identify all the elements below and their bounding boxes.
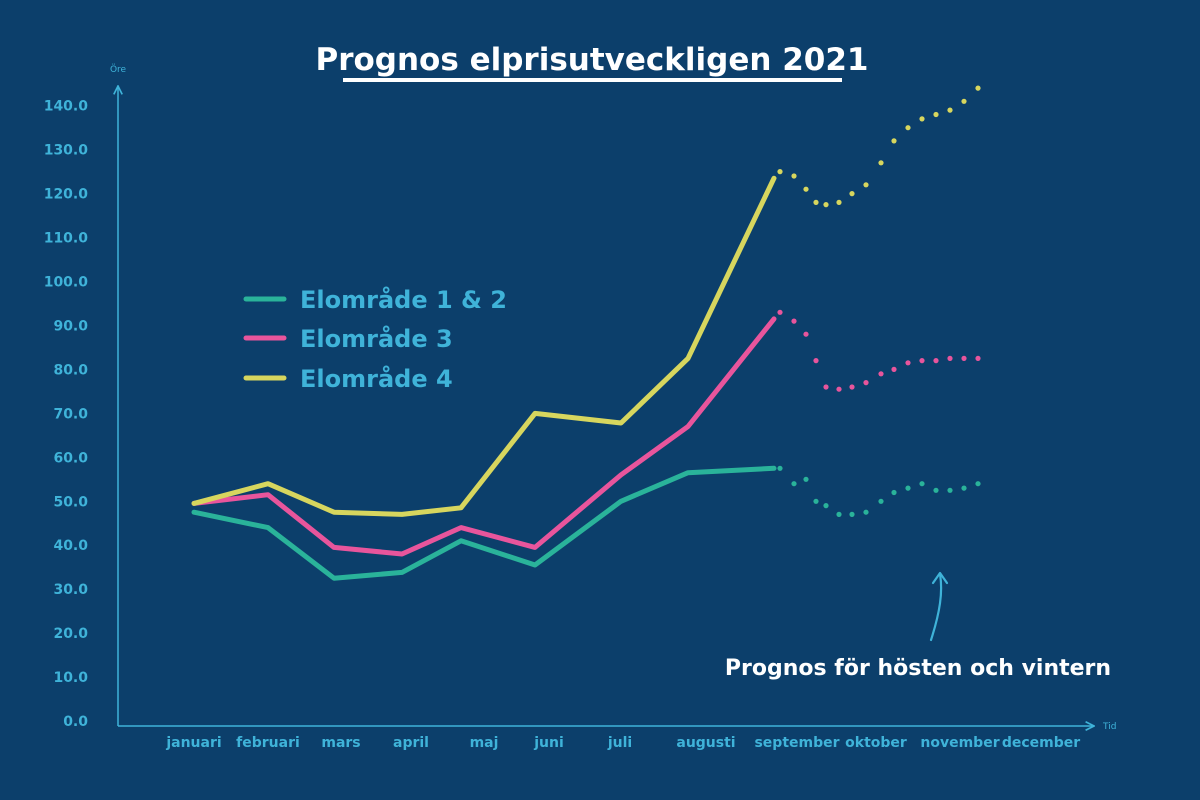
- forecast-point-1: [975, 481, 981, 487]
- legend-label-2: Elområde 3: [300, 324, 453, 353]
- forecast-point-1: [878, 498, 884, 504]
- forecast-point-2: [919, 358, 925, 364]
- x-tick-label: januari: [165, 735, 221, 751]
- forecast-dots: [777, 85, 981, 517]
- forecast-point-1: [823, 503, 829, 509]
- forecast-point-2: [791, 318, 797, 324]
- forecast-point-2: [905, 360, 911, 366]
- y-tick-label: 60.0: [53, 450, 88, 466]
- forecast-point-2: [933, 358, 939, 364]
- forecast-point-2: [836, 386, 842, 392]
- y-tick-label: 40.0: [53, 538, 88, 554]
- legend-label-1: Elområde 1 & 2: [300, 285, 507, 314]
- forecast-point-3: [891, 138, 897, 144]
- forecast-point-1: [891, 489, 897, 496]
- y-tick-label: 0.0: [63, 714, 88, 730]
- x-tick-label: juni: [533, 735, 564, 751]
- forecast-annotation: Prognos för hösten och vintern: [725, 656, 1111, 681]
- forecast-point-1: [863, 509, 869, 515]
- y-axis-unit-label: Öre: [110, 64, 127, 75]
- y-tick-label: 20.0: [53, 626, 88, 642]
- forecast-point-3: [905, 125, 911, 131]
- forecast-point-3: [933, 111, 939, 118]
- forecast-point-1: [947, 487, 953, 493]
- y-tick-label: 30.0: [53, 582, 88, 598]
- forecast-arrowhead-icon: [931, 571, 949, 585]
- x-axis-ticks: januari februari mars april maj juni juli augus…: [165, 735, 1080, 751]
- chart-title: Prognos elprisutveckligen 2021: [315, 42, 868, 78]
- x-axis-unit-label: Tid: [1102, 722, 1116, 732]
- forecast-point-3: [823, 202, 829, 208]
- forecast-point-3: [791, 173, 797, 179]
- forecast-point-3: [836, 199, 842, 205]
- x-tick-label: juli: [607, 735, 632, 751]
- forecast-point-3: [975, 85, 981, 91]
- forecast-point-3: [803, 186, 809, 192]
- forecast-point-3: [777, 169, 783, 175]
- forecast-point-2: [878, 371, 884, 377]
- forecast-point-3: [878, 160, 884, 166]
- y-tick-label: 10.0: [53, 670, 88, 686]
- series-line-3: [191, 175, 777, 517]
- forecast-point-2: [803, 331, 809, 337]
- legend: Elområde 1 & 2 Elområde 3 Elområde 4: [243, 285, 507, 393]
- series-line-1: [191, 465, 777, 581]
- x-tick-label: april: [393, 735, 429, 751]
- y-tick-label: 140.0: [44, 99, 89, 115]
- y-tick-label: 80.0: [53, 362, 88, 378]
- forecast-point-1: [849, 511, 855, 517]
- forecast-point-3: [961, 98, 967, 104]
- x-tick-label: november: [920, 735, 999, 751]
- forecast-point-3: [849, 191, 855, 197]
- forecast-point-1: [905, 485, 911, 491]
- y-tick-label: 70.0: [53, 406, 88, 422]
- forecast-point-3: [947, 107, 953, 113]
- forecast-point-2: [777, 309, 783, 315]
- x-tick-label: september: [754, 735, 839, 751]
- x-tick-label: maj: [470, 735, 499, 751]
- y-tick-label: 100.0: [44, 275, 89, 291]
- forecast-point-3: [813, 199, 819, 205]
- forecast-point-1: [803, 476, 809, 482]
- forecast-point-2: [891, 366, 897, 372]
- forecast-point-3: [919, 116, 925, 122]
- series-line-2: [191, 316, 777, 557]
- forecast-point-1: [777, 465, 783, 471]
- legend-label-3: Elområde 4: [300, 364, 453, 393]
- y-tick-label: 130.0: [44, 143, 89, 159]
- forecast-point-1: [813, 498, 819, 504]
- series-lines: [191, 175, 777, 581]
- x-tick-label: februari: [236, 735, 300, 751]
- x-tick-label: mars: [321, 735, 360, 751]
- forecast-point-1: [919, 481, 925, 487]
- x-tick-label: oktober: [845, 735, 907, 751]
- y-tick-label: 120.0: [44, 187, 89, 203]
- y-tick-label: 90.0: [53, 318, 88, 334]
- forecast-point-2: [947, 355, 953, 361]
- forecast-point-3: [863, 182, 869, 188]
- forecast-point-2: [813, 358, 819, 364]
- y-axis-ticks: 0.0 10.0 20.0 30.0 40.0 50.0 60.0 70.0 80.0 90.0 1…: [44, 99, 89, 730]
- forecast-point-2: [961, 355, 967, 361]
- forecast-point-2: [975, 355, 981, 361]
- forecast-point-2: [849, 384, 855, 390]
- forecast-point-1: [961, 485, 967, 491]
- forecast-point-1: [791, 481, 797, 487]
- x-tick-label: augusti: [676, 735, 735, 751]
- forecast-point-2: [863, 380, 869, 386]
- x-tick-label: december: [1002, 735, 1080, 751]
- forecast-point-1: [836, 511, 842, 517]
- y-tick-label: 50.0: [53, 494, 88, 510]
- forecast-point-2: [823, 384, 829, 390]
- y-tick-label: 110.0: [44, 231, 89, 247]
- forecast-point-1: [933, 487, 939, 493]
- forecast-arrow-icon: [929, 572, 943, 642]
